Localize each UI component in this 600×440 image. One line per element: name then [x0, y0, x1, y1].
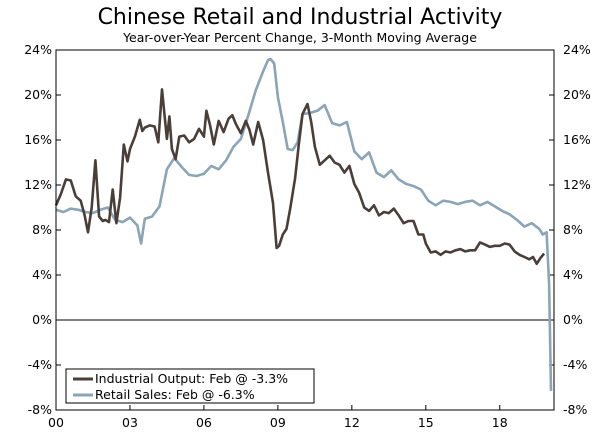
y-tick-label-left: 0%	[32, 312, 52, 327]
plot-frame	[55, 49, 555, 411]
x-axis: 00 03 06 09 12 15 18	[48, 405, 508, 430]
y-tick-label-left: -8%	[28, 402, 52, 417]
y-tick-label-right: 4%	[563, 267, 583, 282]
legend: Industrial Output: Feb @ -3.3% Retail Sa…	[65, 368, 315, 404]
y-tick-label-left: 8%	[32, 222, 52, 237]
y-axis-left: -8% -4% 0% 4% 8% 12% 16% 20% 24%	[24, 42, 61, 417]
y-tick-label-right: -4%	[563, 357, 587, 372]
x-tick-label: 06	[196, 415, 212, 430]
legend-label-retail-sales: Retail Sales: Feb @ -6.3%	[95, 387, 255, 402]
legend-box	[65, 368, 315, 404]
x-tick-label: 03	[122, 415, 138, 430]
y-tick-label-left: 20%	[24, 87, 52, 102]
y-tick-label-right: 8%	[563, 222, 583, 237]
series-group	[54, 57, 553, 391]
y-tick-label-left: -4%	[28, 357, 52, 372]
y-tick-label-right: 16%	[563, 132, 591, 147]
y-tick-label-left: 4%	[32, 267, 52, 282]
y-axis-right: -8% -4% 0% 4% 8% 12% 16% 20% 24%	[549, 42, 591, 417]
x-tick-label: 09	[270, 415, 286, 430]
y-tick-label-right: 12%	[563, 177, 591, 192]
y-tick-label-right: 20%	[563, 87, 591, 102]
x-tick-label: 00	[48, 415, 64, 430]
series-line-retail-sales	[55, 57, 553, 391]
legend-label-industrial-output: Industrial Output: Feb @ -3.3%	[95, 371, 288, 386]
x-tick-label: 15	[418, 415, 434, 430]
chart-subtitle: Year-over-Year Percent Change, 3-Month M…	[122, 30, 477, 45]
series-line-industrial-output	[54, 88, 546, 266]
y-tick-label-right: 24%	[563, 42, 591, 57]
y-tick-label-right: -8%	[563, 402, 587, 417]
y-tick-label-left: 24%	[24, 42, 52, 57]
y-tick-label-left: 16%	[24, 132, 52, 147]
x-tick-label: 18	[492, 415, 508, 430]
y-tick-label-left: 12%	[24, 177, 52, 192]
x-tick-label: 12	[344, 415, 360, 430]
chart-title: Chinese Retail and Industrial Activity	[98, 5, 503, 30]
y-tick-label-right: 0%	[563, 312, 583, 327]
